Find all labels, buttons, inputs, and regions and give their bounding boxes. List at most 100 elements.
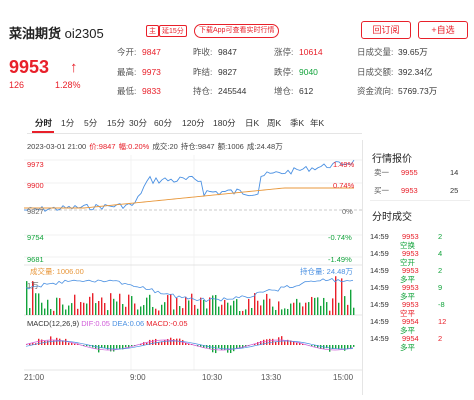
tab-2[interactable]: 5分 <box>84 118 98 128</box>
macd-legend: MACD(12,26,9) DIF:0.05 DEA:0.06 MACD:-0.… <box>27 319 188 328</box>
price-change-pct: 1.28% <box>55 80 81 90</box>
add-watchlist-button[interactable]: +自选 <box>418 21 468 39</box>
tab-3[interactable]: 15分 <box>107 118 125 128</box>
volume-bar <box>32 281 34 315</box>
macd-bar <box>47 340 49 345</box>
macd-bar <box>257 342 259 345</box>
volume-bar <box>104 303 106 315</box>
volume-bar <box>53 310 55 315</box>
instrument-title: 菜油期货 oi2305 <box>9 26 104 41</box>
volume-bar <box>281 309 283 315</box>
y-label-prev-settle: 9827 <box>27 207 44 216</box>
macd-bar <box>53 340 55 345</box>
volume-bar <box>173 309 175 315</box>
macd-bar <box>329 345 331 352</box>
macd-bar <box>131 345 133 347</box>
volume-bar <box>98 301 100 315</box>
volume-bar <box>287 308 289 315</box>
tab-10[interactable]: 季K <box>290 118 305 128</box>
macd-bar <box>215 345 217 354</box>
volume-bar <box>305 302 307 315</box>
stat-item: 日成交额: 392.34亿 <box>357 67 433 77</box>
volume-bar <box>164 302 166 315</box>
volume-bar <box>92 293 94 315</box>
x-label-open: 21:00 <box>24 373 45 382</box>
macd-bar <box>203 345 205 348</box>
macd-bar <box>239 345 241 348</box>
macd-bar <box>101 345 103 348</box>
volume-bar <box>200 297 202 315</box>
tab-7[interactable]: 180分 <box>213 118 236 128</box>
stat-item: 最高: 9973 <box>117 67 161 77</box>
macd-bar <box>50 336 52 345</box>
volume-bar <box>50 309 52 315</box>
macd-bar <box>320 345 322 349</box>
tab-6[interactable]: 120分 <box>182 118 205 128</box>
volume-bar <box>194 304 196 315</box>
volume-bar <box>44 308 46 315</box>
macd-bar <box>146 342 148 345</box>
stat-item: 资金流向: 5769.73万 <box>357 86 438 96</box>
macd-bar <box>242 345 244 349</box>
last-price: 9953 <box>9 57 50 77</box>
y-label-mid-low: 9754 <box>27 233 44 242</box>
macd-bar <box>266 339 268 345</box>
volume-bar <box>239 310 241 315</box>
volume-bar <box>143 305 145 315</box>
price-change: 126 <box>9 80 25 90</box>
volume-bar <box>344 296 346 315</box>
y-label-mid-high: 9900 <box>27 181 44 190</box>
volume-bar <box>296 298 298 315</box>
macd-bar <box>284 341 286 345</box>
volume-bar <box>59 298 61 315</box>
download-app-link[interactable]: 下载App可查看实时行情 <box>194 24 280 38</box>
tab-11[interactable]: 年K <box>310 118 325 128</box>
volume-unit-label: 1万 <box>27 281 39 290</box>
volume-bar <box>278 301 280 315</box>
panel-separator <box>370 200 470 201</box>
volume-bar <box>206 308 208 315</box>
back-subscribe-button[interactable]: 回订阅 <box>361 21 411 39</box>
macd-bar <box>302 343 304 345</box>
tab-8[interactable]: 日K <box>245 118 260 128</box>
tab-4[interactable]: 30分 <box>129 118 147 128</box>
macd-bar <box>287 339 289 345</box>
volume-bar <box>191 293 193 315</box>
stat-item: 涨停: 10614 <box>274 47 323 57</box>
macd-bar <box>173 339 175 345</box>
tab-5[interactable]: 60分 <box>154 118 172 128</box>
volume-bar <box>170 293 172 315</box>
volume-bar <box>122 303 124 315</box>
volume-bar <box>248 298 250 315</box>
volume-bar <box>101 297 103 315</box>
volume-bar <box>137 309 139 315</box>
tab-0[interactable]: 分时 <box>35 118 53 128</box>
volume-bar <box>47 299 49 315</box>
volume-bar <box>161 304 163 315</box>
stat-item: 今开: 9847 <box>117 47 161 57</box>
volume-bar <box>89 296 91 315</box>
macd-bar <box>149 339 151 345</box>
crosshair-info: 2023-03-01 21:00 价:9847 幅:0.20% 成交:20 持仓:984… <box>27 142 283 151</box>
volume-bar <box>212 295 214 315</box>
volume-bar <box>353 307 355 315</box>
tab-9[interactable]: 周K <box>267 118 282 128</box>
open-interest-label: 持仓量: 24.48万 <box>300 267 353 276</box>
volume-bar <box>233 300 235 315</box>
macd-bar <box>212 345 214 353</box>
volume-bar <box>254 293 256 315</box>
volume-bar <box>176 297 178 315</box>
volume-bar <box>113 298 115 315</box>
tab-1[interactable]: 1分 <box>61 118 75 128</box>
volume-bar <box>197 308 199 315</box>
macd-bar <box>281 336 283 345</box>
volume-bar <box>350 289 352 315</box>
volume-bar <box>242 310 244 315</box>
macd-bar <box>143 342 145 345</box>
x-label-1030: 10:30 <box>202 373 223 382</box>
price-line <box>24 159 355 212</box>
macd-bar <box>188 343 190 345</box>
main-contract-badge: 主 <box>146 25 159 37</box>
intraday-chart[interactable] <box>24 150 362 390</box>
